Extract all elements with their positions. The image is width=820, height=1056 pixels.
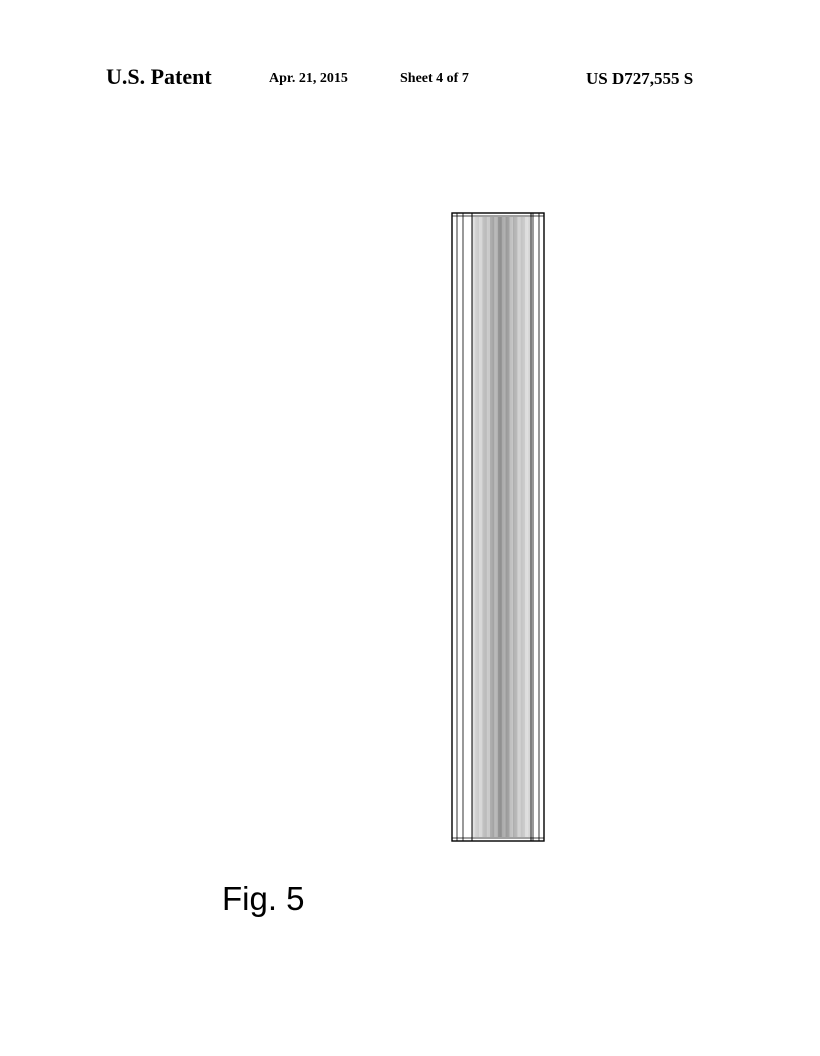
figure-caption: Fig. 5 — [222, 882, 305, 915]
patent-date: Apr. 21, 2015 — [269, 72, 348, 86]
patent-number: US D727,555 S — [586, 70, 693, 87]
bar-shading — [473, 217, 529, 837]
patent-label: U.S. Patent — [106, 66, 212, 88]
figure-5-drawing — [450, 211, 546, 843]
bar-outline — [452, 213, 544, 841]
sheet-number: Sheet 4 of 7 — [400, 72, 469, 86]
